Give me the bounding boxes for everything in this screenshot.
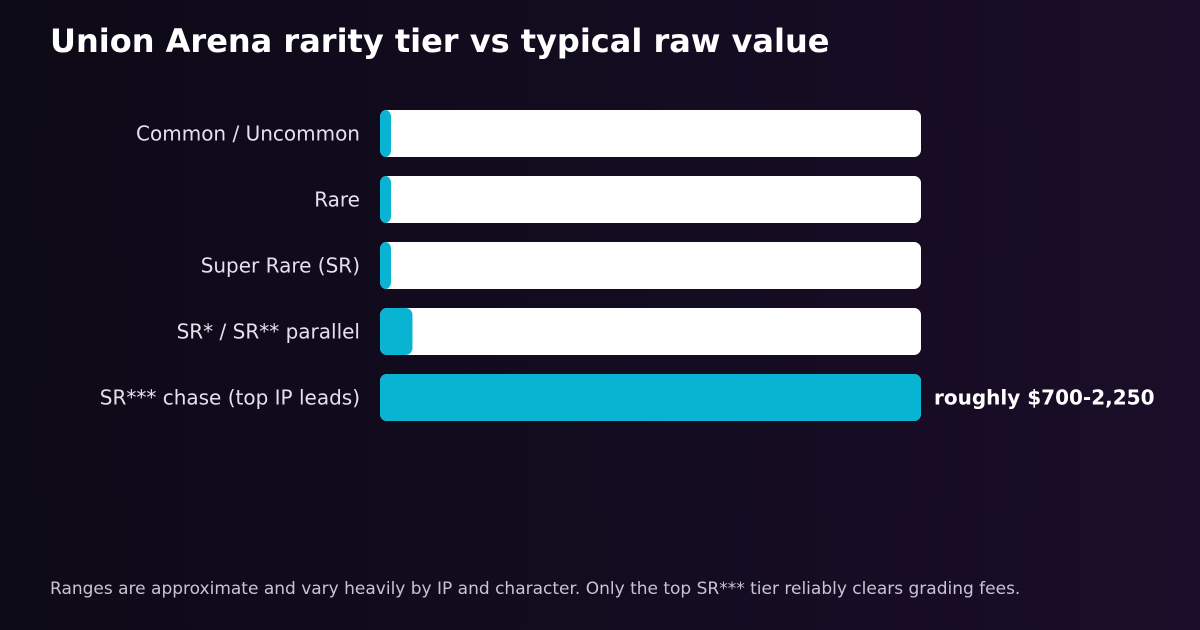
bar — [380, 242, 391, 289]
bars-layer: Common / Uncommon Rare Super Rare (SR) SR* … — [100, 110, 1154, 421]
bar-row: SR* / SR** parallel — [177, 308, 921, 355]
bar — [380, 176, 391, 223]
category-label: SR*** chase (top IP leads) — [100, 386, 360, 410]
bar-row: SR*** chase (top IP leads) roughly $700-2… — [100, 374, 1154, 421]
chart-title: Union Arena rarity tier vs typical raw v… — [50, 22, 830, 60]
bar-track — [380, 176, 921, 223]
category-label: Common / Uncommon — [136, 122, 360, 146]
data-label: roughly $700-2,250 — [934, 386, 1154, 410]
chart-footnote: Ranges are approximate and vary heavily … — [50, 579, 1021, 599]
bar-track — [380, 242, 921, 289]
category-label: Rare — [314, 188, 360, 212]
bar — [380, 308, 413, 355]
category-label: SR* / SR** parallel — [177, 320, 360, 344]
bar — [380, 110, 391, 157]
bar-row: Common / Uncommon — [136, 110, 921, 157]
bar-row: Super Rare (SR) — [201, 242, 921, 289]
bar-track — [380, 110, 921, 157]
bar-row: Rare — [314, 176, 921, 223]
category-label: Super Rare (SR) — [201, 254, 360, 278]
bar-track — [380, 308, 921, 355]
bar — [380, 374, 921, 421]
